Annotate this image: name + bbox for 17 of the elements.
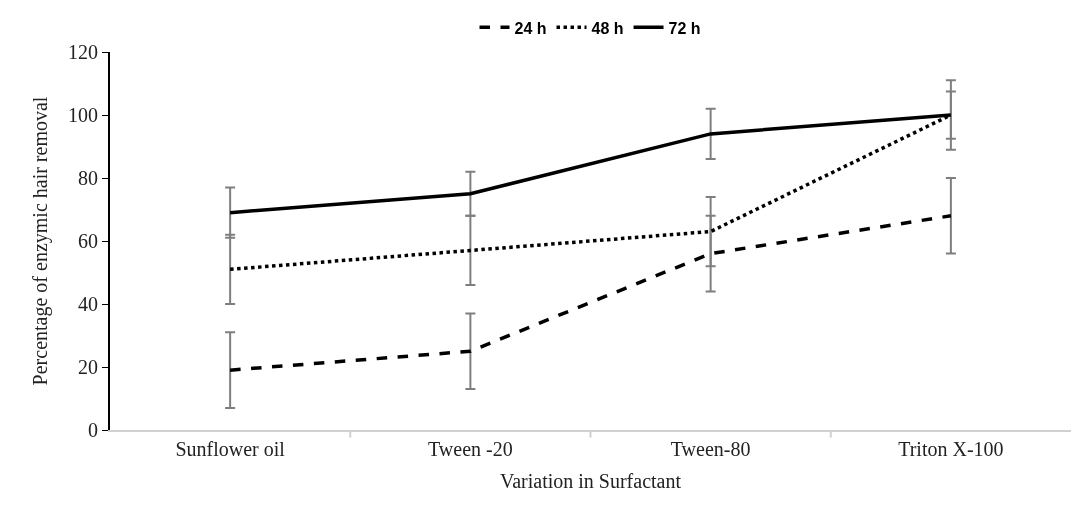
y-tick-label: 120 [68,41,98,63]
legend-label: 48 h [591,19,624,37]
y-axis-title: Percentage of enzymic hair removal [29,96,52,386]
x-tick-label: Triton X-100 [898,438,1004,460]
x-tick-label: Sunflower oil [175,438,286,460]
y-tick-label: 40 [78,293,98,315]
line-series [228,214,953,372]
y-tick-label: 20 [78,356,98,378]
y-tick-label: 100 [68,104,98,126]
x-tick-label: Tween -20 [428,438,513,460]
y-tick-label: 60 [78,230,98,252]
x-tick-label: Tween-80 [670,438,751,460]
x-axis-title: Variation in Surfactant [499,470,682,492]
legend-label: 72 h [668,19,701,37]
legend-label: 24 h [514,19,547,37]
y-tick-label: 80 [78,167,98,189]
y-tick-label: 0 [88,419,98,441]
